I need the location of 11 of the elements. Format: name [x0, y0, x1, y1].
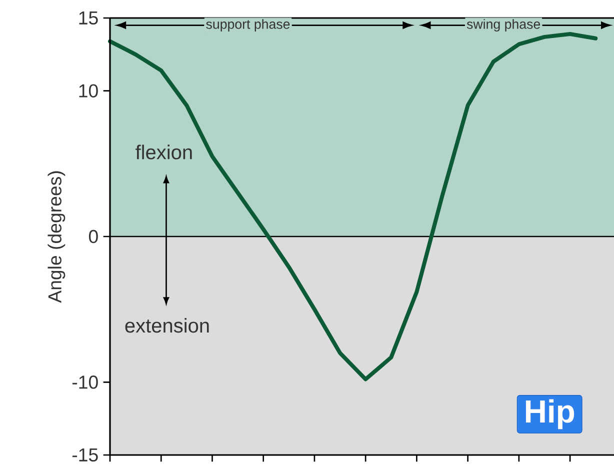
annotation: extension [125, 318, 209, 333]
annotation: swing phase [466, 19, 540, 32]
y-tick-label: 0 [88, 230, 98, 244]
annotation: support phase [206, 19, 290, 32]
y-axis-title: Angle (degrees) [48, 171, 66, 303]
annotation: Hip [526, 399, 574, 430]
y-tick-label: 10 [79, 84, 98, 98]
y-tick-label: 15 [79, 11, 98, 25]
annotation: flexion [136, 144, 192, 160]
y-tick-label: -10 [72, 376, 98, 389]
y-tick-label: -15 [72, 448, 98, 462]
